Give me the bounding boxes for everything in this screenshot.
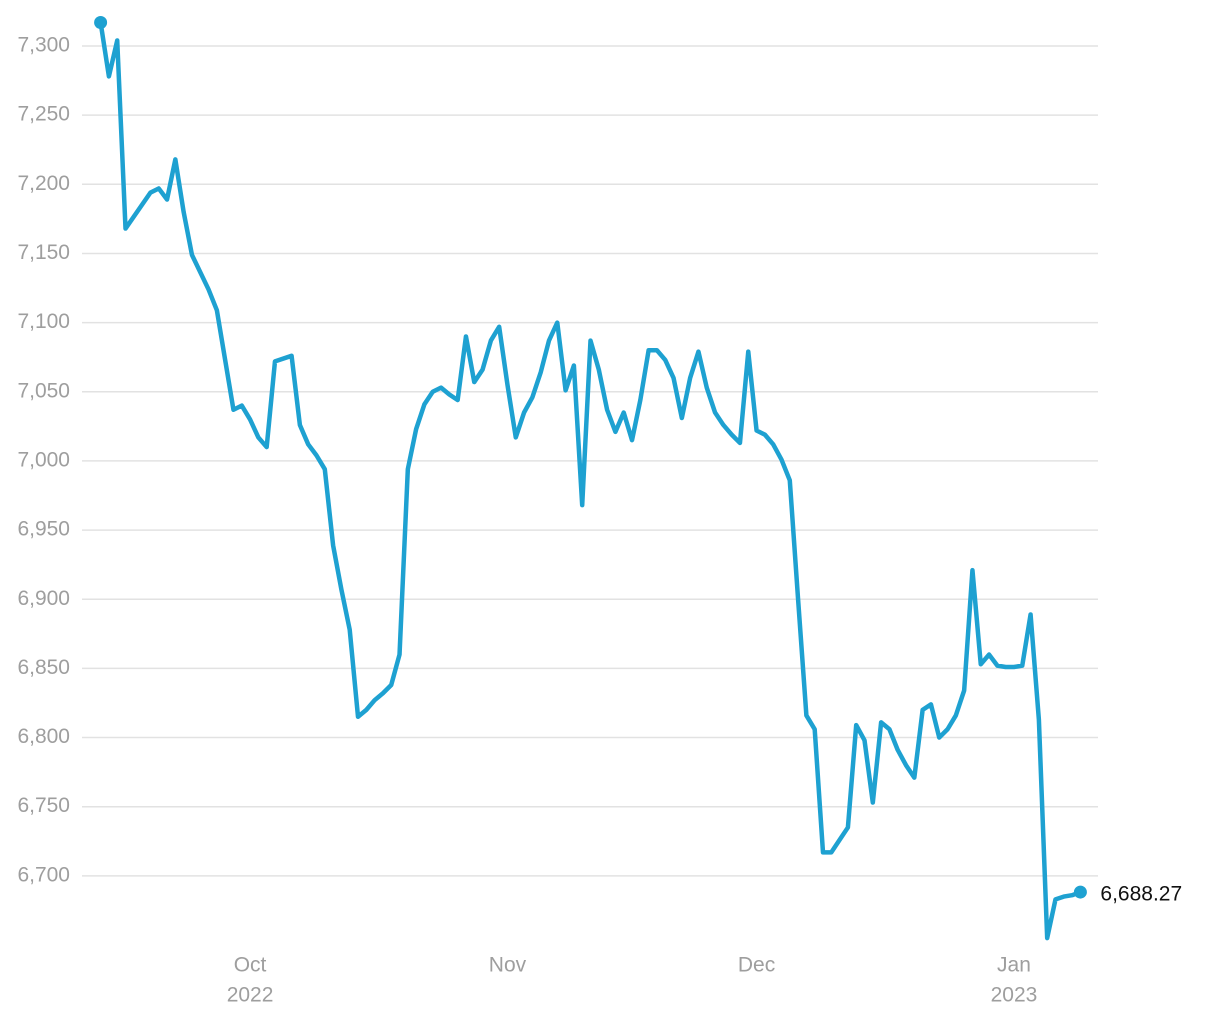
- y-tick-label: 7,150: [17, 241, 70, 264]
- y-tick-label: 7,000: [17, 448, 70, 471]
- x-tick-label: Oct: [234, 954, 267, 977]
- y-tick-label: 6,700: [17, 863, 70, 886]
- line-series: [98, 20, 1083, 941]
- y-tick-label: 6,750: [17, 794, 70, 817]
- y-tick-label: 6,900: [17, 587, 70, 610]
- y-tick-label: 7,100: [17, 310, 70, 333]
- y-tick-label: 7,300: [17, 34, 70, 57]
- x-tick-year: 2023: [991, 984, 1038, 1007]
- y-tick-label: 6,800: [17, 725, 70, 748]
- y-tick-label: 7,200: [17, 172, 70, 195]
- x-tick-label: Jan: [997, 954, 1031, 977]
- y-tick-label: 7,050: [17, 379, 70, 402]
- y-tick-label: 6,850: [17, 656, 70, 679]
- y-tick-label: 7,250: [17, 103, 70, 126]
- value-label: 6,688.27: [1100, 883, 1182, 906]
- y-tick-label: 6,950: [17, 518, 70, 541]
- x-tick-label: Dec: [738, 954, 775, 977]
- end-point: [94, 15, 108, 29]
- x-tick-label: Nov: [489, 954, 527, 977]
- end-point: [1073, 885, 1087, 899]
- x-tick-year: 2022: [227, 984, 274, 1007]
